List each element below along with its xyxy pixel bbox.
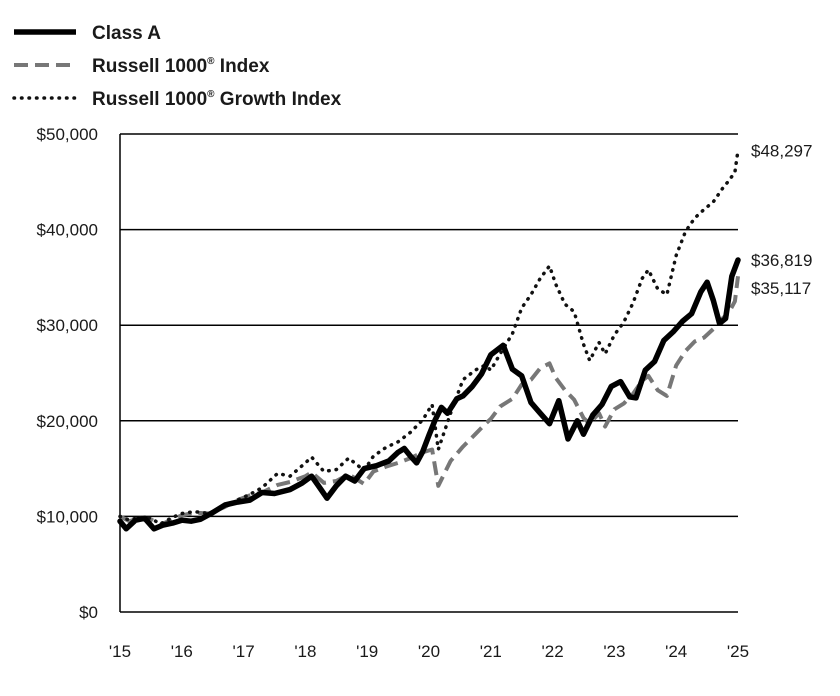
end-value-labels: $48,297 $36,819 $35,117 <box>751 141 812 298</box>
y-tick-label: $50,000 <box>37 125 98 144</box>
y-tick-label: $40,000 <box>37 221 98 240</box>
axes <box>119 134 738 613</box>
x-tick-label: '25 <box>727 642 749 661</box>
series-line-dashed <box>119 276 740 527</box>
x-tick-label: '20 <box>418 642 440 661</box>
x-tick-label: '23 <box>603 642 625 661</box>
legend-label: Russell 1000® Index <box>92 56 270 77</box>
x-tick-label: '21 <box>480 642 502 661</box>
gridlines <box>120 133 738 518</box>
y-tick-label: $20,000 <box>37 412 98 431</box>
end-value-label: $48,297 <box>751 141 812 160</box>
series-lines <box>117 148 741 532</box>
y-tick-labels: $0 $10,000 $20,000 $30,000 $40,000 $50,000 <box>37 125 98 622</box>
x-tick-label: '17 <box>233 642 255 661</box>
series-line-dotted <box>118 148 740 526</box>
series-line-solid <box>117 257 741 532</box>
x-tick-label: '22 <box>542 642 564 661</box>
x-tick-labels: '15 '16 '17 '18 '19 '20 '21 '22 '23 '24 '25 <box>109 642 749 661</box>
y-tick-label: $30,000 <box>37 316 98 335</box>
x-tick-label: '16 <box>171 642 193 661</box>
end-value-label: $35,117 <box>751 279 811 298</box>
y-tick-label: $10,000 <box>37 507 98 526</box>
x-tick-label: '19 <box>356 642 378 661</box>
y-tick-label: $0 <box>79 603 98 622</box>
x-tick-label: '18 <box>294 642 316 661</box>
x-tick-label: '15 <box>109 642 131 661</box>
legend: Class A Russell 1000® Index Russell 1000® … <box>12 23 342 110</box>
legend-label: Class A <box>92 23 161 44</box>
end-value-label: $36,819 <box>751 251 812 270</box>
legend-label: Russell 1000® Growth Index <box>92 89 342 110</box>
x-tick-label: '24 <box>665 642 687 661</box>
